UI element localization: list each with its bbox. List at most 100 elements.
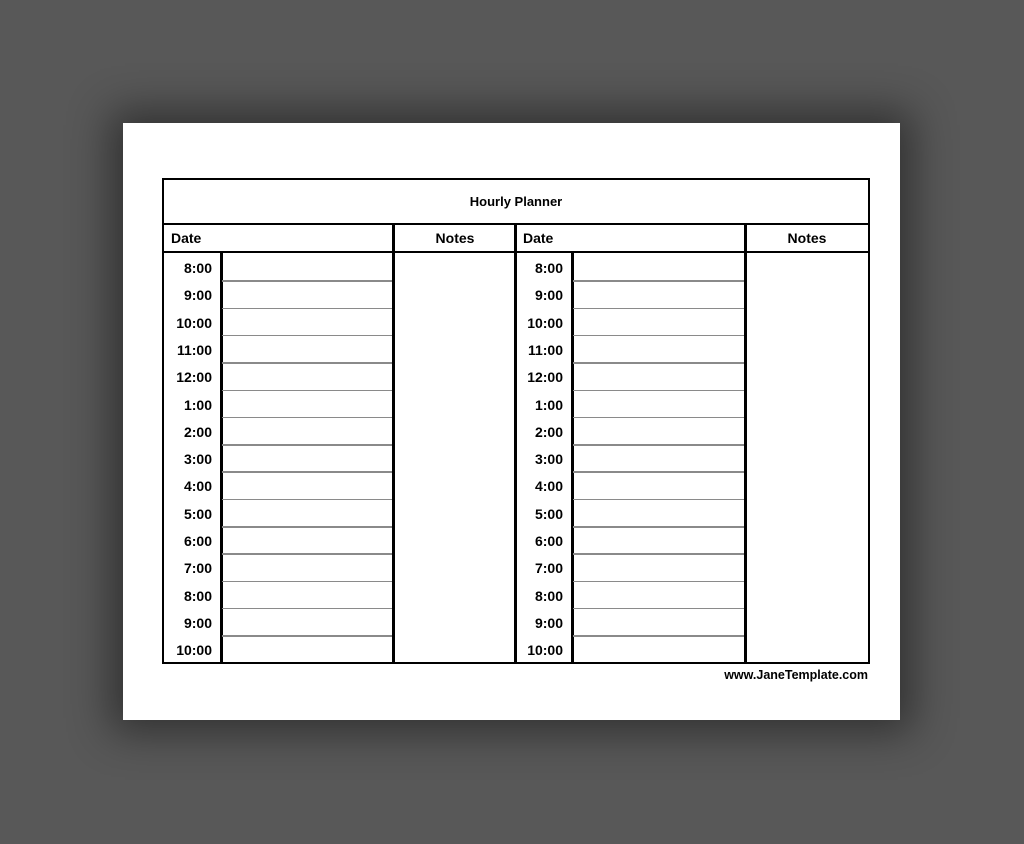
row-line [573, 498, 744, 501]
hour-entry[interactable] [222, 445, 392, 471]
row-line [573, 362, 744, 364]
hour-entry[interactable] [573, 281, 744, 307]
hour-entry[interactable] [222, 391, 392, 417]
row-line [573, 416, 744, 419]
time-label: 8:00 [183, 260, 212, 276]
row-line [222, 334, 392, 337]
row-line [222, 444, 392, 446]
row-line [573, 607, 744, 610]
time-label: 9:00 [534, 614, 563, 631]
hour-entry[interactable] [222, 418, 392, 444]
row-line [222, 416, 392, 419]
row-line [573, 280, 744, 282]
time-label: 9:00 [183, 287, 212, 304]
row-line [573, 334, 744, 337]
planner-table: Hourly Planner Date Notes Date Notes 8:0… [162, 178, 870, 664]
row-line [222, 498, 392, 501]
row-line [573, 444, 744, 446]
time-label: 5:00 [183, 505, 212, 522]
hour-entry[interactable] [222, 554, 392, 580]
hour-entry[interactable] [573, 391, 744, 417]
time-label: 2:00 [183, 423, 212, 440]
time-label: 1:00 [183, 396, 212, 413]
notes-label-right: Notes [787, 230, 827, 246]
time-label: 10:00 [527, 314, 563, 331]
hour-entry[interactable] [573, 309, 744, 335]
time-label: 8:00 [534, 260, 563, 276]
row-line [222, 280, 392, 282]
hour-entry[interactable] [573, 254, 744, 280]
row-line [222, 553, 392, 555]
time-label: 2:00 [534, 423, 563, 440]
divider [514, 225, 517, 662]
notes-label-left: Notes [435, 230, 475, 246]
hour-entry[interactable] [222, 281, 392, 307]
hour-entry[interactable] [573, 609, 744, 635]
row-line [222, 471, 392, 473]
row-line [222, 362, 392, 364]
hour-entry[interactable] [222, 636, 392, 662]
hour-entry[interactable] [222, 336, 392, 362]
hour-entry[interactable] [573, 472, 744, 498]
row-line [222, 389, 392, 391]
time-label: 10:00 [527, 642, 563, 659]
time-label: 6:00 [534, 533, 563, 549]
hour-entry[interactable] [573, 418, 744, 444]
hour-entry[interactable] [573, 445, 744, 471]
row-line [573, 471, 744, 473]
divider [571, 253, 574, 662]
hour-entry[interactable] [573, 582, 744, 608]
time-label: 3:00 [183, 451, 212, 468]
time-label: 7:00 [534, 560, 563, 577]
hour-entry[interactable] [222, 309, 392, 335]
hour-entry[interactable] [222, 582, 392, 608]
time-label: 5:00 [534, 505, 563, 522]
hour-entry[interactable] [222, 472, 392, 498]
hour-entry[interactable] [222, 254, 392, 280]
hour-entry[interactable] [222, 500, 392, 526]
row-line [573, 635, 744, 637]
time-label: 12:00 [527, 369, 563, 386]
time-label: 10:00 [176, 642, 212, 659]
hour-entry[interactable] [573, 527, 744, 553]
row-line [222, 607, 392, 610]
hour-entry[interactable] [222, 609, 392, 635]
row-line [573, 307, 744, 310]
hour-entry[interactable] [573, 554, 744, 580]
time-label: 11:00 [176, 341, 212, 358]
divider [220, 253, 223, 662]
time-label: 9:00 [183, 614, 212, 631]
row-line [222, 307, 392, 310]
row-line [222, 635, 392, 637]
date-label-left: Date [171, 230, 202, 246]
row-line [573, 526, 744, 528]
date-label-right: Date [523, 230, 554, 246]
divider [392, 225, 395, 662]
row-line [573, 389, 744, 391]
hour-entry[interactable] [222, 527, 392, 553]
row-line [573, 580, 744, 583]
row-line [222, 526, 392, 528]
divider [744, 225, 747, 662]
planner-title: Hourly Planner [164, 180, 868, 225]
hour-entry[interactable] [573, 636, 744, 662]
time-label: 7:00 [183, 560, 212, 577]
time-label: 4:00 [534, 478, 563, 495]
time-label: 1:00 [534, 396, 563, 413]
time-label: 11:00 [527, 341, 563, 358]
time-label: 10:00 [176, 314, 212, 331]
notes-area[interactable] [747, 254, 867, 661]
hour-entry[interactable] [222, 363, 392, 389]
hour-entry[interactable] [573, 336, 744, 362]
planner-page [123, 123, 900, 720]
hour-entry[interactable] [573, 363, 744, 389]
time-label: 9:00 [534, 287, 563, 304]
row-line [573, 553, 744, 555]
hour-entry[interactable] [573, 500, 744, 526]
time-label: 12:00 [176, 369, 212, 386]
footer-url: www.JaneTemplate.com [724, 668, 868, 682]
row-line [222, 580, 392, 583]
time-label: 3:00 [534, 451, 563, 468]
time-label: 4:00 [183, 478, 212, 495]
time-label: 6:00 [183, 533, 212, 549]
